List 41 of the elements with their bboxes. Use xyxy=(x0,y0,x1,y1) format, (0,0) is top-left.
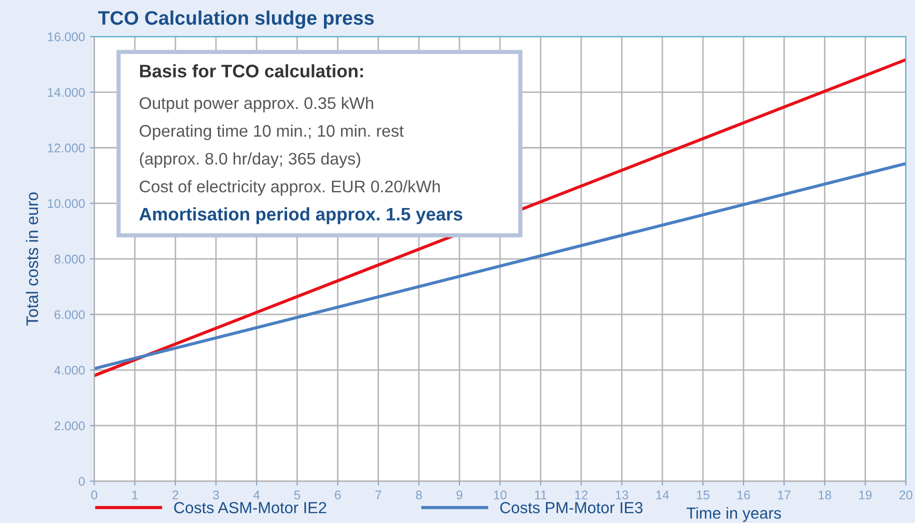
y-tick-label: 10.000 xyxy=(48,199,85,208)
x-tick-label: 19 xyxy=(859,490,872,500)
x-tick-label: 17 xyxy=(778,490,790,500)
annotation: Cost of electricity approx. EUR 0.20/kWh xyxy=(140,180,440,196)
x-tick-label: 6 xyxy=(334,490,341,500)
y-tick-label: 2.000 xyxy=(54,421,85,430)
x-tick-label: 2 xyxy=(172,490,178,500)
x-tick-label: 10 xyxy=(494,490,507,500)
annotation: Amortisation period approx. 1.5 years xyxy=(139,207,462,224)
x-tick-label: 14 xyxy=(656,490,669,500)
y-tick-label: 14.000 xyxy=(48,88,85,97)
x-axis-title: Time in years xyxy=(686,507,781,522)
y-axis-title: Total costs in euro xyxy=(26,192,38,326)
x-tick-label: 0 xyxy=(91,490,98,500)
x-tick-label: 4 xyxy=(253,490,260,500)
x-tick-label: 9 xyxy=(456,490,462,500)
x-tick-label: 13 xyxy=(616,490,628,500)
x-tick-label: 3 xyxy=(212,490,219,500)
y-tick-label: 8.000 xyxy=(54,254,85,264)
annotation: Basis for TCO calculation: xyxy=(140,64,363,78)
x-tick-label: 7 xyxy=(375,490,382,500)
x-tick-label: 18 xyxy=(818,490,832,500)
y-tick-label: 12.000 xyxy=(48,144,85,152)
x-tick-label: 16 xyxy=(738,490,750,500)
annotation: (approx. 8.0 hr/day; 365 days) xyxy=(140,152,360,168)
y-tick-label: 4.000 xyxy=(54,366,85,375)
y-tick-label: 6.000 xyxy=(54,310,85,320)
x-tick-label: 5 xyxy=(294,490,300,500)
x-tick-label: 12 xyxy=(575,490,588,500)
x-tick-label: 20 xyxy=(900,490,912,500)
x-tick-label: 15 xyxy=(696,490,710,500)
x-tick-label: 1 xyxy=(132,490,138,500)
y-tick-label: 16.000 xyxy=(48,32,85,42)
legend-label: Costs PM-Motor IE3 xyxy=(500,502,643,514)
x-tick-label: 8 xyxy=(416,490,422,500)
annotation: Output power approx. 0.35 kWh xyxy=(140,96,374,112)
annotation: Operating time 10 min.; 10 min. rest xyxy=(140,124,404,140)
y-tick-label: 0 xyxy=(78,476,85,486)
x-tick-label: 11 xyxy=(535,490,547,500)
legend-label: Costs ASM-Motor IE2 xyxy=(174,502,326,514)
chart-title: TCO Calculation sludge press xyxy=(98,10,374,29)
